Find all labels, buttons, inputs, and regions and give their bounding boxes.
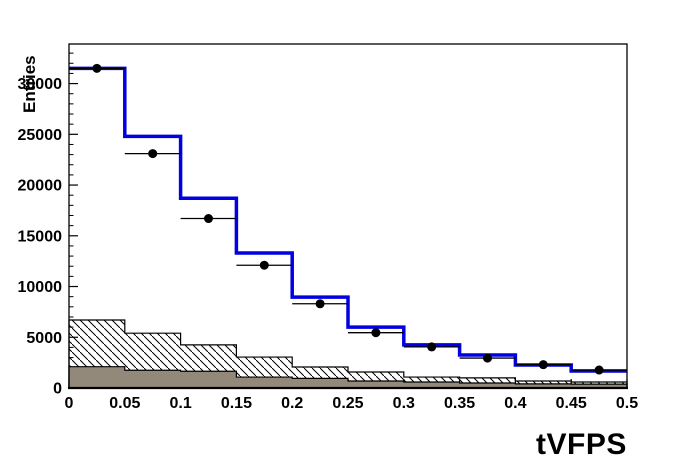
x-tick-label: 0.15 [221, 395, 252, 412]
x-tick-label: 0.4 [504, 395, 526, 412]
y-axis-title: Entries [20, 55, 39, 113]
x-tick-label: 0.05 [109, 395, 140, 412]
y-tick-label: 5000 [26, 330, 62, 347]
solid-histogram [68, 366, 628, 389]
data-point [315, 299, 325, 309]
y-tick-label: 10000 [18, 279, 63, 296]
x-tick-label: 0.5 [616, 395, 638, 412]
chart-title: tVFPS [536, 428, 627, 461]
data-point [594, 365, 604, 375]
plot-frame [68, 43, 628, 390]
y-tick-label: 0 [53, 381, 62, 398]
data-point [427, 342, 437, 352]
y-axis-tick-labels: 0 5000 10000 15000 20000 25000 30000 [18, 76, 63, 397]
data-point [483, 353, 492, 363]
x-tick-label: 0.35 [444, 395, 475, 412]
x-axis-tick-labels: 0 0.05 0.1 0.15 0.2 0.25 0.3 0.35 0.4 0.45 0.5 [65, 395, 639, 412]
y-tick-label: 15000 [18, 228, 63, 245]
data-point [538, 360, 548, 370]
data-point [148, 149, 158, 159]
y-tick-label: 25000 [18, 127, 63, 144]
x-tick-label: 0.3 [393, 395, 415, 412]
x-tick-label: 0.45 [556, 395, 587, 412]
data-point [204, 214, 213, 224]
total-histogram [69, 66, 627, 373]
x-tick-label: 0.2 [281, 395, 303, 412]
y-tick-label: 20000 [18, 178, 63, 195]
data-points [69, 63, 627, 375]
y-tick-label: 30000 [18, 76, 63, 93]
x-tick-label: 0.25 [332, 395, 363, 412]
x-tick-label: 0.1 [169, 395, 191, 412]
data-point [259, 260, 269, 270]
x-tick-label: 0 [65, 395, 74, 412]
data-point [92, 63, 102, 73]
data-point [371, 328, 381, 338]
